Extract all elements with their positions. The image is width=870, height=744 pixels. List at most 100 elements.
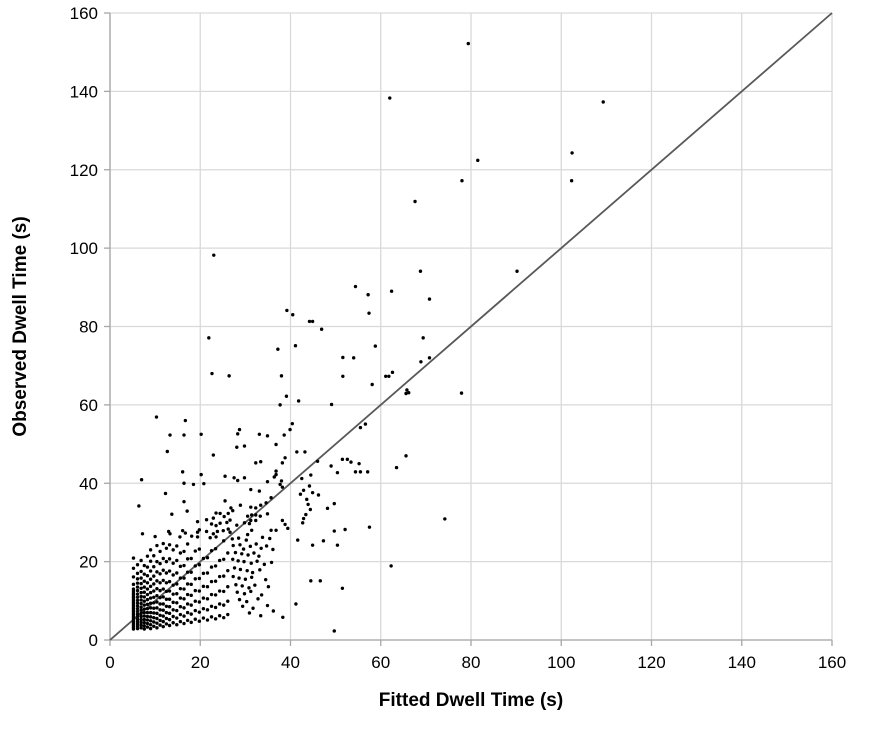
data-point [343,527,347,532]
data-point [443,517,447,521]
data-point [137,504,141,508]
data-point [164,610,169,615]
data-point [139,614,143,619]
data-point [171,548,175,552]
data-point [189,582,193,587]
data-point [421,336,425,340]
data-point [274,469,278,473]
data-point [168,433,172,437]
data-point [296,538,300,542]
data-point [329,464,333,468]
data-point [135,617,140,621]
data-point [413,199,417,204]
data-point [164,546,169,551]
data-point [139,478,144,482]
data-point [135,595,140,599]
data-point [258,568,262,572]
data-point [201,571,206,576]
data-point [142,579,146,583]
data-point [205,597,210,601]
data-point [249,487,253,492]
data-point [329,402,334,407]
data-point [259,614,263,618]
data-point [175,571,179,575]
data-point [189,570,193,574]
data-point [301,516,306,521]
data-point [135,571,140,576]
data-point [161,608,165,612]
data-point [407,391,411,395]
data-point [145,621,150,626]
data-point [171,561,175,565]
data-point [161,624,165,629]
data-point [226,511,230,516]
data-point [226,568,230,573]
data-point [185,542,190,546]
data-point [241,547,246,551]
data-point [182,614,186,618]
data-point [387,374,391,378]
y-tick-label: 140 [70,82,98,101]
data-point [459,391,464,395]
data-point [182,587,186,591]
data-point [278,403,282,407]
data-point [161,556,165,561]
data-point [291,313,295,317]
data-point [238,567,243,572]
data-point [152,624,156,628]
tick-marks [104,12,833,646]
data-point [253,583,257,587]
data-point [419,360,423,364]
data-point [148,619,153,623]
data-point [365,470,370,474]
data-point [245,514,250,518]
data-point [340,586,345,590]
data-point [310,543,315,547]
data-point [161,602,165,606]
data-point [139,581,143,586]
data-point [394,465,399,470]
data-point [161,587,165,591]
data-point [466,41,470,46]
data-point [189,593,193,598]
data-point [257,554,261,558]
data-point [139,608,143,612]
tick-labels: 0 20 40 60 80 100 120 140 160 0 20 40 60 80 100 120 140 1… [70,4,847,672]
data-point [152,589,156,593]
data-point [247,586,251,590]
data-point [214,523,218,528]
x-axis-title: Fitted Dwell Time (s) [379,690,563,711]
data-point [189,603,193,607]
data-point [189,556,193,561]
data-point [237,576,241,580]
data-point [321,539,326,543]
data-point [205,618,210,622]
data-point [257,489,262,493]
data-point [199,472,203,477]
data-point [148,584,153,589]
data-point [175,623,179,627]
data-point [249,589,253,594]
data-point [140,532,145,536]
data-point [201,584,206,589]
data-point [318,579,322,583]
data-point [158,613,162,618]
data-point [168,532,172,536]
data-point [155,586,159,591]
data-point [249,513,254,517]
data-point [158,608,162,612]
data-point [164,597,169,601]
data-point [294,602,298,606]
data-point [189,612,193,616]
data-point [142,621,146,625]
data-point [427,297,432,301]
data-point [259,503,263,507]
data-point [167,623,172,628]
data-point [185,570,190,574]
x-tick-label: 80 [462,653,481,672]
data-point [218,521,222,525]
data-point [243,577,248,581]
data-point [256,597,260,601]
data-point [142,572,146,576]
